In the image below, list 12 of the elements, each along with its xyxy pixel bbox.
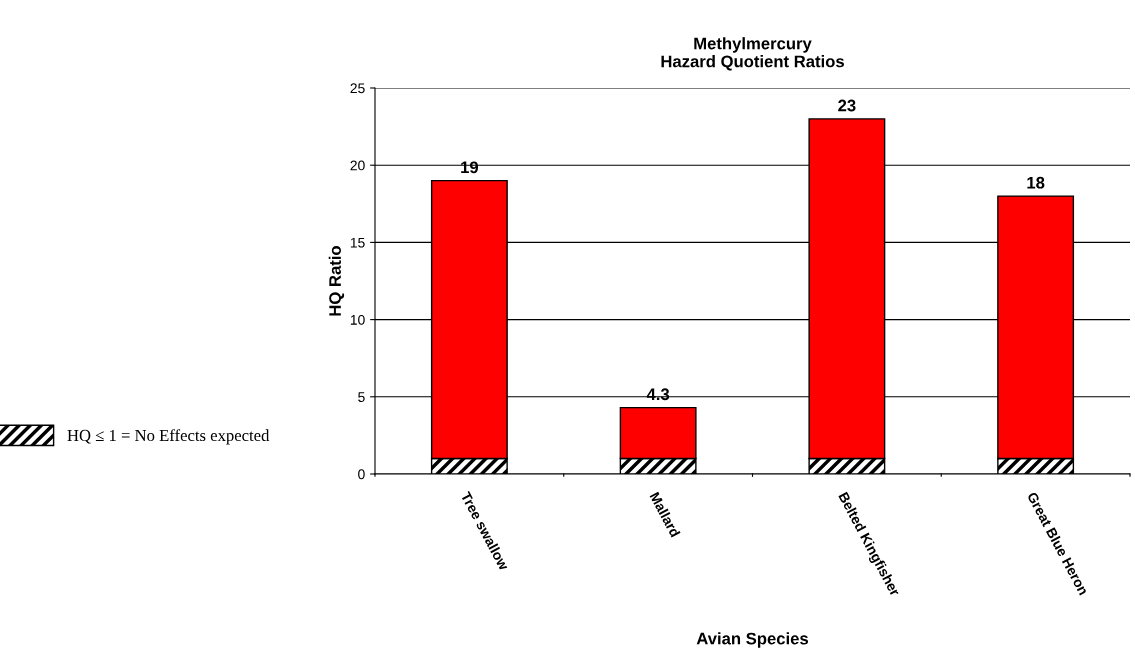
total-label: 23 <box>838 99 856 112</box>
y-axis-title: HQ Ratio <box>328 246 345 316</box>
y-tick-label: 15 <box>350 237 365 248</box>
x-axis-title: Avian Species <box>696 632 809 648</box>
legend-label: HQ ≤ 1 = No Effects expected <box>67 429 270 445</box>
chart-title: Methylmercury Hazard Quotient Ratios <box>661 37 844 71</box>
y-tick-label: 5 <box>358 392 365 402</box>
y-tick-label: 10 <box>350 314 365 325</box>
y-tick-label: 25 <box>350 83 365 94</box>
total-label: 18 <box>1027 176 1045 189</box>
y-tick-label: 0 <box>358 469 365 480</box>
y-tick-label: 20 <box>350 160 365 171</box>
